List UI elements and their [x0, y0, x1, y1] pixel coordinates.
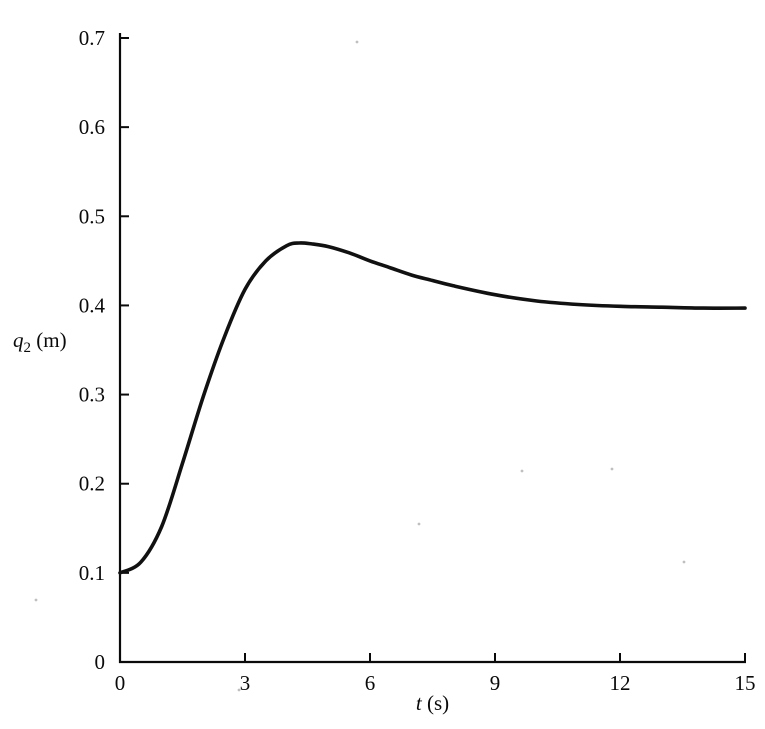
- curve-q2-step-response: [118, 241, 747, 575]
- y-axis-subscript: 2: [23, 340, 32, 357]
- scan-speck: [237, 688, 241, 692]
- y-tick-label-0.7: 0.7: [79, 26, 105, 50]
- y-tick-label-0.1: 0.1: [79, 561, 105, 585]
- scan-speck: [520, 469, 524, 473]
- y-axis-variable: q: [13, 328, 24, 352]
- x-axis-variable: t: [415, 691, 422, 715]
- scan-speck: [682, 560, 686, 564]
- y-axis-label: q2 (m): [13, 328, 67, 357]
- y-tick-label-0: 0: [95, 650, 106, 674]
- y-axis-unit: (m): [31, 328, 67, 352]
- scan-speck: [610, 467, 614, 471]
- scan-speck: [417, 522, 421, 526]
- x-tick-label-0: 0: [115, 671, 126, 695]
- x-axis-label: t (s): [120, 691, 745, 716]
- y-tick-label-0.4: 0.4: [79, 293, 106, 317]
- x-tick-label-3: 3: [240, 671, 251, 695]
- y-tick-label-0.6: 0.6: [79, 115, 105, 139]
- scan-speck: [355, 40, 359, 44]
- x-axis-unit: (s): [421, 691, 450, 715]
- y-tick-label-0.5: 0.5: [79, 204, 105, 228]
- scan-speck: [34, 598, 38, 602]
- y-tick-label-0.2: 0.2: [79, 472, 105, 496]
- x-tick-label-9: 9: [490, 671, 501, 695]
- x-tick-label-12: 12: [610, 671, 631, 695]
- y-tick-label-0.3: 0.3: [79, 383, 105, 407]
- x-tick-label-15: 15: [735, 671, 756, 695]
- x-tick-label-6: 6: [365, 671, 376, 695]
